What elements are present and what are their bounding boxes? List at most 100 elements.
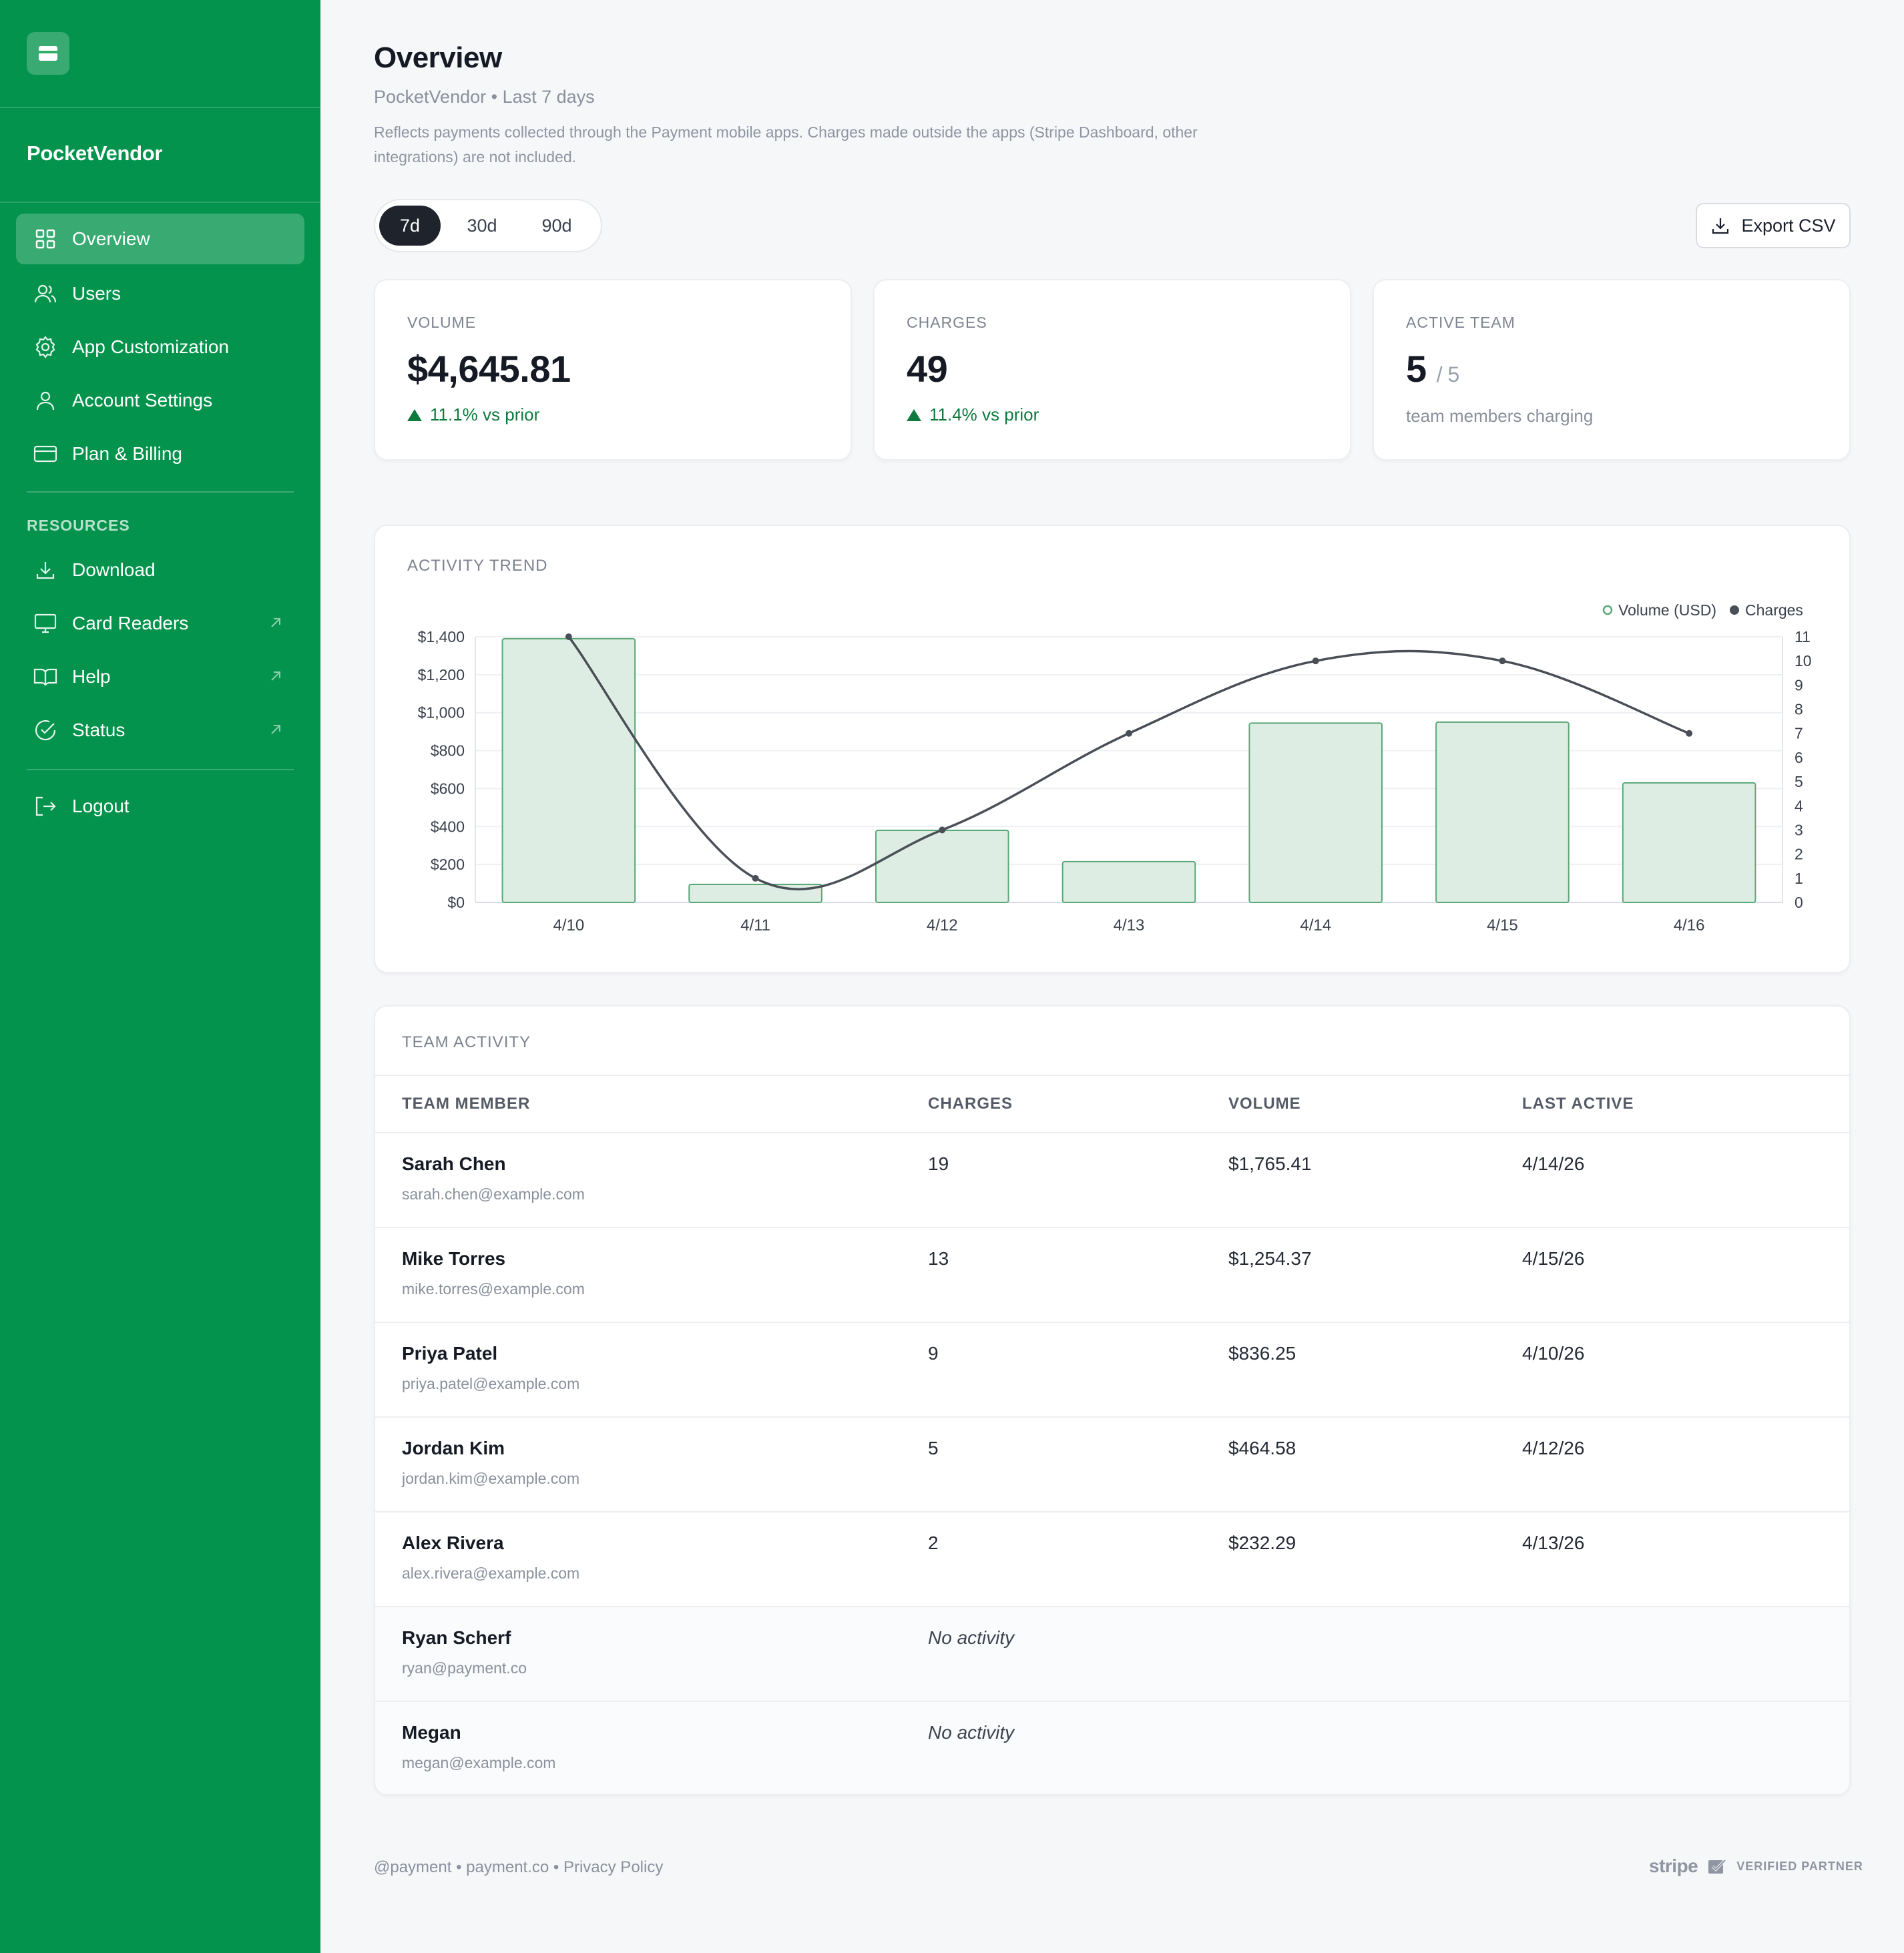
- grid-icon: [33, 227, 57, 251]
- stat-delta: 11.4% vs prior: [907, 404, 1039, 425]
- table-divider: [375, 1606, 1849, 1607]
- range-7d-button[interactable]: 7d: [379, 206, 441, 246]
- column-header-volume[interactable]: VOLUME: [1228, 1095, 1301, 1113]
- sidebar-item-users[interactable]: Users: [16, 268, 304, 319]
- range-90d-button[interactable]: 90d: [541, 215, 572, 236]
- sidebar: PocketVendor Overview Users App Customiz…: [0, 0, 320, 1953]
- app-logo[interactable]: [27, 32, 69, 75]
- member-volume: $1,254.37: [1228, 1248, 1312, 1269]
- member-last-active: 4/14/26: [1522, 1153, 1585, 1174]
- y-right-tick-label: 6: [1795, 749, 1803, 766]
- member-last-active: 4/10/26: [1522, 1343, 1585, 1364]
- date-range-toggle: 7d 30d 90d: [374, 199, 602, 252]
- active-team-count: 5: [1406, 348, 1427, 390]
- resources-heading: RESOURCES: [27, 517, 130, 534]
- chart-title: ACTIVITY TREND: [407, 557, 548, 575]
- y-right-tick-label: 3: [1795, 821, 1803, 838]
- table-row[interactable]: Mike Torres mike.torres@example.com 13 $…: [375, 1228, 1849, 1323]
- member-volume: $232.29: [1228, 1532, 1296, 1553]
- sidebar-divider: [27, 491, 294, 493]
- sidebar-item-card-readers[interactable]: Card Readers: [16, 598, 304, 649]
- export-csv-label: Export CSV: [1741, 215, 1836, 236]
- sidebar-item-label: Plan & Billing: [72, 443, 182, 464]
- table-row[interactable]: Alex Rivera alex.rivera@example.com 2 $2…: [375, 1512, 1849, 1607]
- member-name: Sarah Chen: [402, 1153, 506, 1174]
- stat-label: CHARGES: [907, 314, 987, 331]
- y-right-tick-label: 0: [1795, 894, 1803, 911]
- member-charges: 9: [928, 1343, 939, 1364]
- export-csv-button[interactable]: Export CSV: [1696, 203, 1851, 248]
- table-row[interactable]: Ryan Scherf ryan@payment.co No activity: [375, 1607, 1849, 1702]
- sidebar-item-app-customization[interactable]: App Customization: [16, 322, 304, 372]
- y-right-tick-label: 9: [1795, 676, 1803, 693]
- sidebar-item-status[interactable]: Status: [16, 705, 304, 756]
- legend-label-charges: Charges: [1745, 601, 1803, 619]
- verified-partner-label: VERIFIED PARTNER: [1736, 1859, 1863, 1873]
- member-name: Mike Torres: [402, 1248, 506, 1269]
- sidebar-item-overview[interactable]: Overview: [16, 214, 304, 264]
- point-charges: [1499, 657, 1506, 665]
- range-30d-button[interactable]: 30d: [467, 215, 497, 236]
- stat-value: 5 / 5: [1406, 347, 1459, 390]
- bar-volume: [875, 829, 1009, 904]
- sidebar-item-label: Users: [72, 283, 122, 304]
- trend-up-icon: [407, 408, 422, 421]
- member-volume: $836.25: [1228, 1343, 1296, 1364]
- y-right-tick-label: 2: [1795, 846, 1803, 863]
- point-charges: [1686, 730, 1693, 737]
- column-header-last-active[interactable]: LAST ACTIVE: [1522, 1095, 1634, 1113]
- sidebar-item-download[interactable]: Download: [16, 545, 304, 595]
- table-title: TEAM ACTIVITY: [402, 1033, 531, 1051]
- logout-icon: [33, 794, 57, 818]
- y-right-tick-label: 4: [1795, 797, 1803, 814]
- stat-delta-text: 11.1% vs prior: [430, 404, 540, 425]
- sidebar-item-logout[interactable]: Logout: [16, 781, 304, 832]
- sidebar-divider: [27, 769, 294, 770]
- y-left-tick-label: $0: [447, 894, 465, 911]
- member-email: priya.patel@example.com: [402, 1375, 580, 1392]
- download-icon: [33, 558, 57, 582]
- stat-card-volume: VOLUME $4,645.81 11.1% vs prior: [374, 279, 852, 461]
- y-right-tick-label: 11: [1795, 628, 1811, 645]
- activity-trend-card: ACTIVITY TREND $0 $200 $400 $600 $800 $1,000 $…: [374, 525, 1851, 973]
- x-tick-label: 4/13: [1114, 916, 1145, 934]
- table-row[interactable]: Jordan Kim jordan.kim@example.com 5 $464…: [375, 1418, 1849, 1512]
- sidebar-item-label: Overview: [72, 228, 150, 249]
- sidebar-item-label: Card Readers: [72, 613, 189, 633]
- stat-value: $4,645.81: [407, 348, 571, 390]
- stat-note: team members charging: [1406, 406, 1594, 426]
- table-row[interactable]: Priya Patel priya.patel@example.com 9 $8…: [375, 1323, 1849, 1418]
- monitor-icon: [33, 611, 57, 635]
- member-name: Jordan Kim: [402, 1438, 505, 1458]
- sidebar-item-account-settings[interactable]: Account Settings: [16, 375, 304, 426]
- point-charges: [1126, 730, 1132, 737]
- member-name: Ryan Scherf: [402, 1627, 511, 1648]
- table-row[interactable]: Sarah Chen sarah.chen@example.com 19 $1,…: [375, 1133, 1849, 1228]
- member-email: megan@example.com: [402, 1754, 556, 1771]
- column-header-charges[interactable]: CHARGES: [928, 1095, 1013, 1113]
- member-volume: $1,765.41: [1228, 1153, 1312, 1174]
- trend-up-icon: [907, 408, 921, 421]
- table-divider: [375, 1322, 1849, 1323]
- credit-card-icon: [33, 442, 57, 466]
- x-tick-label: 4/11: [740, 916, 770, 934]
- footer-links[interactable]: @payment • payment.co • Privacy Policy: [374, 1858, 664, 1876]
- page-subtitle: PocketVendor • Last 7 days: [374, 87, 595, 107]
- column-header-team-member[interactable]: TEAM MEMBER: [402, 1095, 531, 1113]
- external-link-icon: [271, 725, 280, 734]
- sidebar-item-plan-billing[interactable]: Plan & Billing: [16, 429, 304, 479]
- stat-value: 49: [907, 348, 948, 390]
- member-name: Megan: [402, 1722, 461, 1743]
- x-tick-label: 4/10: [553, 916, 584, 934]
- member-email: alex.rivera@example.com: [402, 1565, 580, 1582]
- sidebar-item-help[interactable]: Help: [16, 651, 304, 702]
- member-email: sarah.chen@example.com: [402, 1185, 585, 1203]
- legend-swatch-charges: [1730, 605, 1739, 615]
- table-row[interactable]: Megan megan@example.com No activity: [375, 1702, 1849, 1794]
- page-description: Reflects payments collected through the …: [374, 123, 1198, 166]
- point-charges: [752, 874, 759, 882]
- point-charges: [939, 826, 946, 834]
- sidebar-divider: [0, 202, 320, 203]
- stripe-logo: stripe: [1649, 1856, 1698, 1876]
- member-charges: 5: [928, 1438, 939, 1458]
